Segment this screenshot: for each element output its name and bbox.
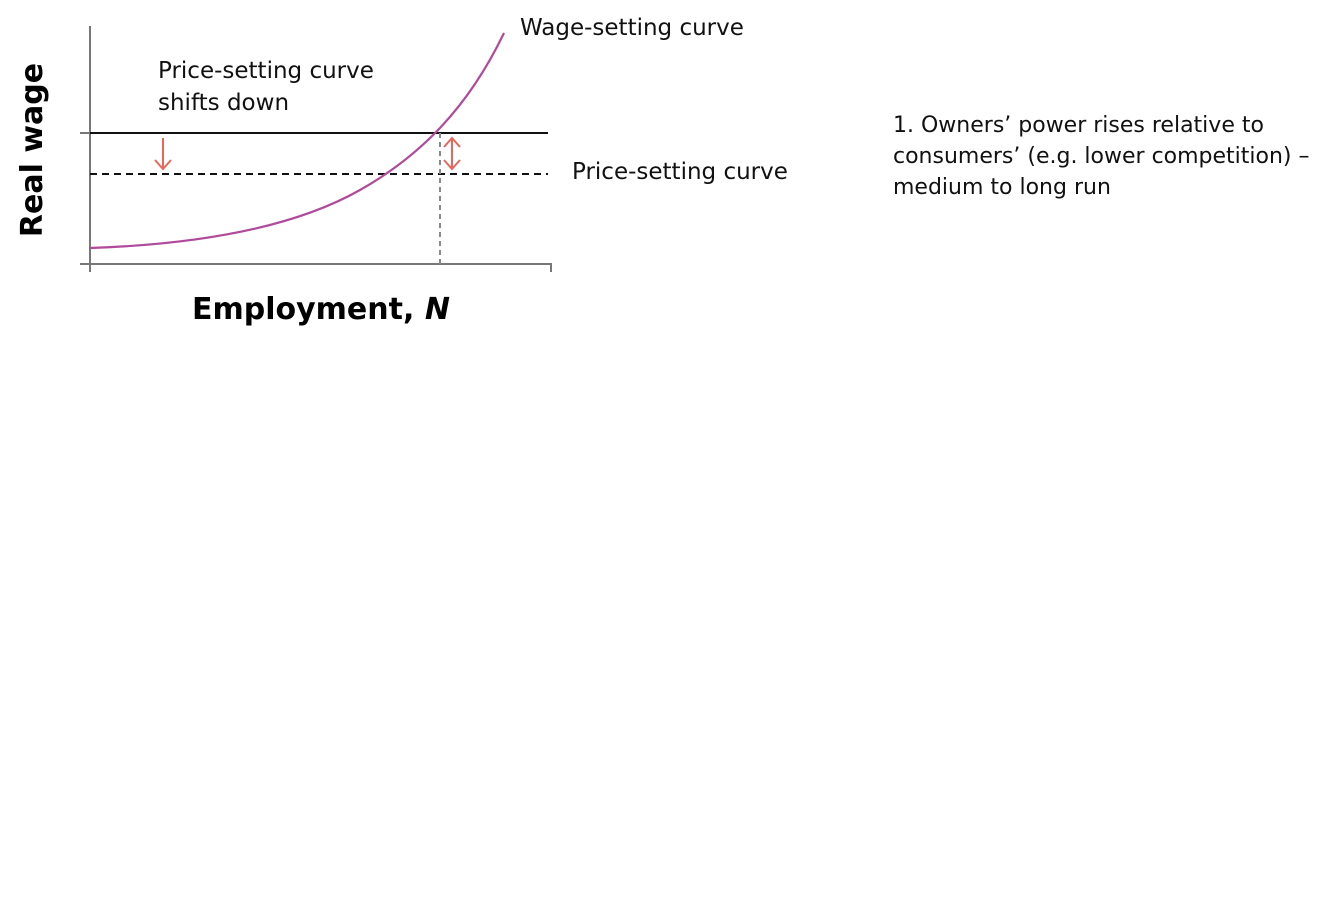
shift-label-line2: shifts down [158,90,289,116]
x-axis-title-main: Employment, [192,292,425,327]
y-axis-title: Real wage [15,63,50,237]
explanation-note: 1. Owners’ power rises relative to consu… [893,110,1323,203]
wage-setting-curve [89,32,505,250]
price-setting-curve-label: Price-setting curve [572,159,788,185]
shift-label-line1: Price-setting curve [158,58,374,84]
shift-down-arrow [154,138,172,171]
note-line-2: consumers’ (e.g. lower competition) – [893,144,1310,169]
x-axis-title-variable: N [425,292,450,327]
note-line-3: medium to long run [893,175,1111,200]
x-axis-title: Employment, N [192,292,450,327]
axes [80,26,552,272]
wage-setting-curve-label: Wage-setting curve [520,15,744,41]
gap-double-arrow [443,136,461,171]
note-line-1: 1. Owners’ power rises relative to [893,113,1264,138]
